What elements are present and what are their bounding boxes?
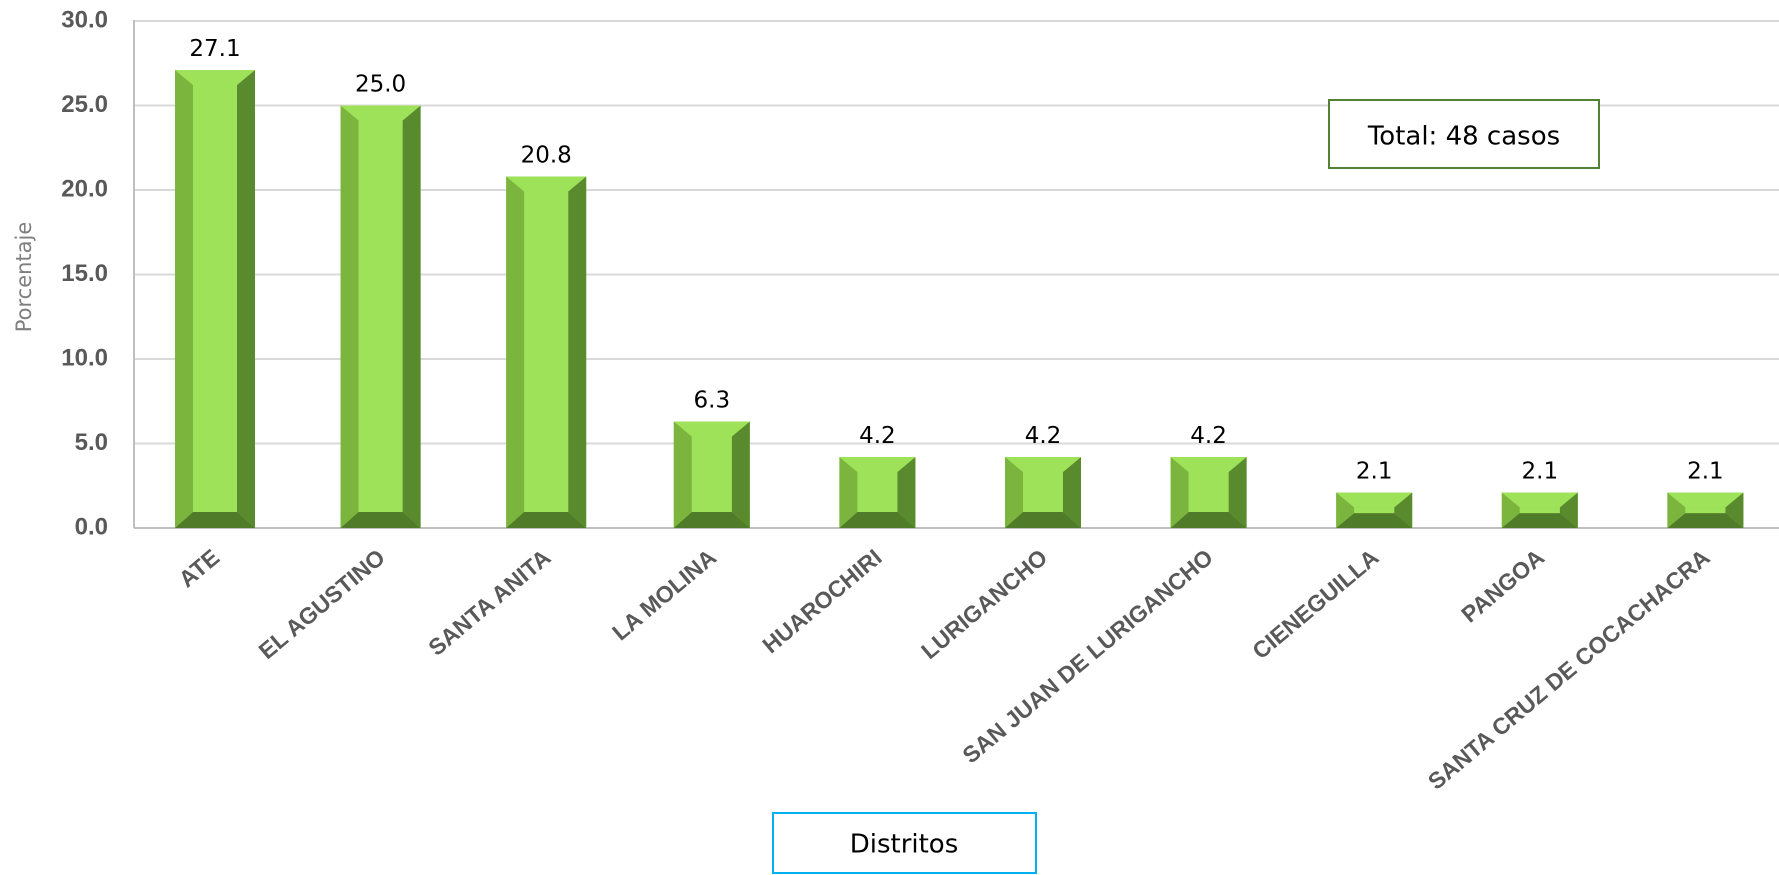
total-annotation-box	[1328, 99, 1600, 169]
bar-bevel-top	[175, 70, 255, 86]
bar-inner-face	[193, 85, 237, 512]
bar-bevel-right	[237, 70, 255, 528]
bar-bevel-top	[1336, 492, 1413, 508]
bar-bevel-right	[1559, 492, 1578, 528]
bar	[340, 105, 421, 528]
bar-bevel-right	[402, 105, 421, 528]
bar-bevel-left	[506, 176, 525, 529]
bar-bevel-left	[673, 421, 692, 528]
bar-inner-face	[358, 120, 403, 512]
total-annotation: Total: 48 casos	[1328, 99, 1600, 169]
data-label: 4.2	[1190, 423, 1227, 449]
x-axis-title: Distritos	[772, 812, 1037, 874]
bar-bevel-right	[1063, 457, 1081, 528]
bar-inner-face	[1354, 507, 1395, 514]
data-label: 2.1	[1687, 459, 1724, 485]
bar-bevel-bottom	[1170, 512, 1247, 528]
bar	[1501, 492, 1578, 528]
category-label: PANGOA	[1456, 544, 1549, 628]
y-axis-title: Porcentaje	[12, 222, 36, 333]
category-label: LA MOLINA	[607, 544, 721, 645]
bar	[673, 421, 750, 528]
bar-bevel-right	[731, 421, 750, 528]
bar-bevel-left	[1170, 457, 1189, 528]
bar-bevel-right	[1725, 492, 1744, 528]
y-tick-label: 25.0	[61, 91, 108, 118]
bar-bevel-bottom	[839, 512, 916, 528]
bar-bevel-right	[1228, 457, 1247, 528]
bar-bevel-bottom	[1501, 513, 1578, 528]
bar-bevel-left	[340, 105, 359, 528]
y-tick-label: 15.0	[61, 260, 108, 287]
bar-bevel-left	[1667, 492, 1686, 528]
data-labels: 27.1 25.0 20.8 6.3 4.2 4.2 4.2 2.1 2.1 2.1	[189, 36, 1723, 485]
category-label: HUAROCHIRI	[757, 544, 886, 658]
data-label: 6.3	[694, 388, 731, 414]
bar-inner-face	[1188, 472, 1229, 512]
bar-bevel-top	[673, 421, 750, 437]
bar-inner-face	[857, 472, 898, 512]
bar-bevel-left	[1005, 457, 1023, 528]
bar	[839, 457, 916, 528]
x-axis-title-box	[772, 812, 1037, 874]
total-annotation-text: Total: 48 casos	[1367, 122, 1560, 152]
bar-bevel-bottom	[506, 512, 587, 528]
category-label: LURIGANCHO	[916, 544, 1052, 664]
bar-bevel-top	[1667, 492, 1744, 508]
data-label: 2.1	[1522, 459, 1559, 485]
y-tick-label: 20.0	[61, 175, 108, 202]
y-tick-label: 0.0	[75, 513, 108, 540]
bar-bevel-top	[506, 176, 587, 192]
bars	[175, 70, 1744, 529]
data-label: 2.1	[1356, 459, 1393, 485]
bar-bevel-right	[568, 176, 587, 529]
category-labels: ATE EL AGUSTINO SANTA ANITA LA MOLINA HUAROC…	[174, 544, 1715, 795]
bar-bevel-bottom	[1005, 512, 1081, 528]
bar-bevel-left	[1501, 492, 1520, 528]
bar-inner-face	[691, 436, 732, 512]
data-label: 4.2	[1025, 423, 1062, 449]
bar	[1667, 492, 1744, 528]
bar-bevel-bottom	[673, 512, 750, 528]
category-label: EL AGUSTINO	[254, 544, 390, 664]
bar-inner-face	[1519, 507, 1560, 514]
bar	[506, 176, 587, 529]
bar-bevel-left	[839, 457, 858, 528]
category-label: ATE	[174, 544, 225, 592]
bar-bevel-bottom	[1667, 513, 1744, 528]
category-label: CIENEGUILLA	[1247, 544, 1383, 664]
data-label: 25.0	[355, 72, 406, 98]
bar-bevel-right	[897, 457, 916, 528]
bar-bevel-left	[175, 70, 193, 528]
bar-bevel-top	[1005, 457, 1081, 473]
data-label: 27.1	[189, 36, 240, 62]
bar	[1336, 492, 1413, 528]
bar	[1005, 457, 1081, 528]
data-label: 4.2	[859, 423, 896, 449]
y-tick-labels: 0.0 5.0 10.0 15.0 20.0 25.0 30.0	[61, 6, 108, 540]
bar-bevel-right	[1394, 492, 1413, 528]
bar-inner-face	[524, 191, 569, 513]
bar-bevel-top	[839, 457, 916, 473]
category-label: SANTA ANITA	[423, 544, 555, 661]
bar-inner-face	[1685, 507, 1726, 514]
y-tick-label: 30.0	[61, 6, 108, 33]
y-tick-label: 10.0	[61, 344, 108, 371]
bar-bevel-top	[340, 105, 421, 121]
bar	[1170, 457, 1247, 528]
bar-bevel-bottom	[340, 512, 421, 528]
bar-bevel-bottom	[175, 512, 255, 528]
bar	[175, 70, 255, 528]
bar-bevel-bottom	[1336, 513, 1413, 528]
bar-bevel-top	[1501, 492, 1578, 508]
bar-bevel-left	[1336, 492, 1355, 528]
data-label: 20.8	[521, 142, 572, 168]
bar-bevel-top	[1170, 457, 1247, 473]
x-axis-title-text: Distritos	[850, 830, 959, 860]
y-tick-label: 5.0	[75, 429, 108, 456]
bar-inner-face	[1023, 472, 1063, 512]
category-label: SANTA CRUZ DE COCACHACRA	[1423, 544, 1715, 795]
